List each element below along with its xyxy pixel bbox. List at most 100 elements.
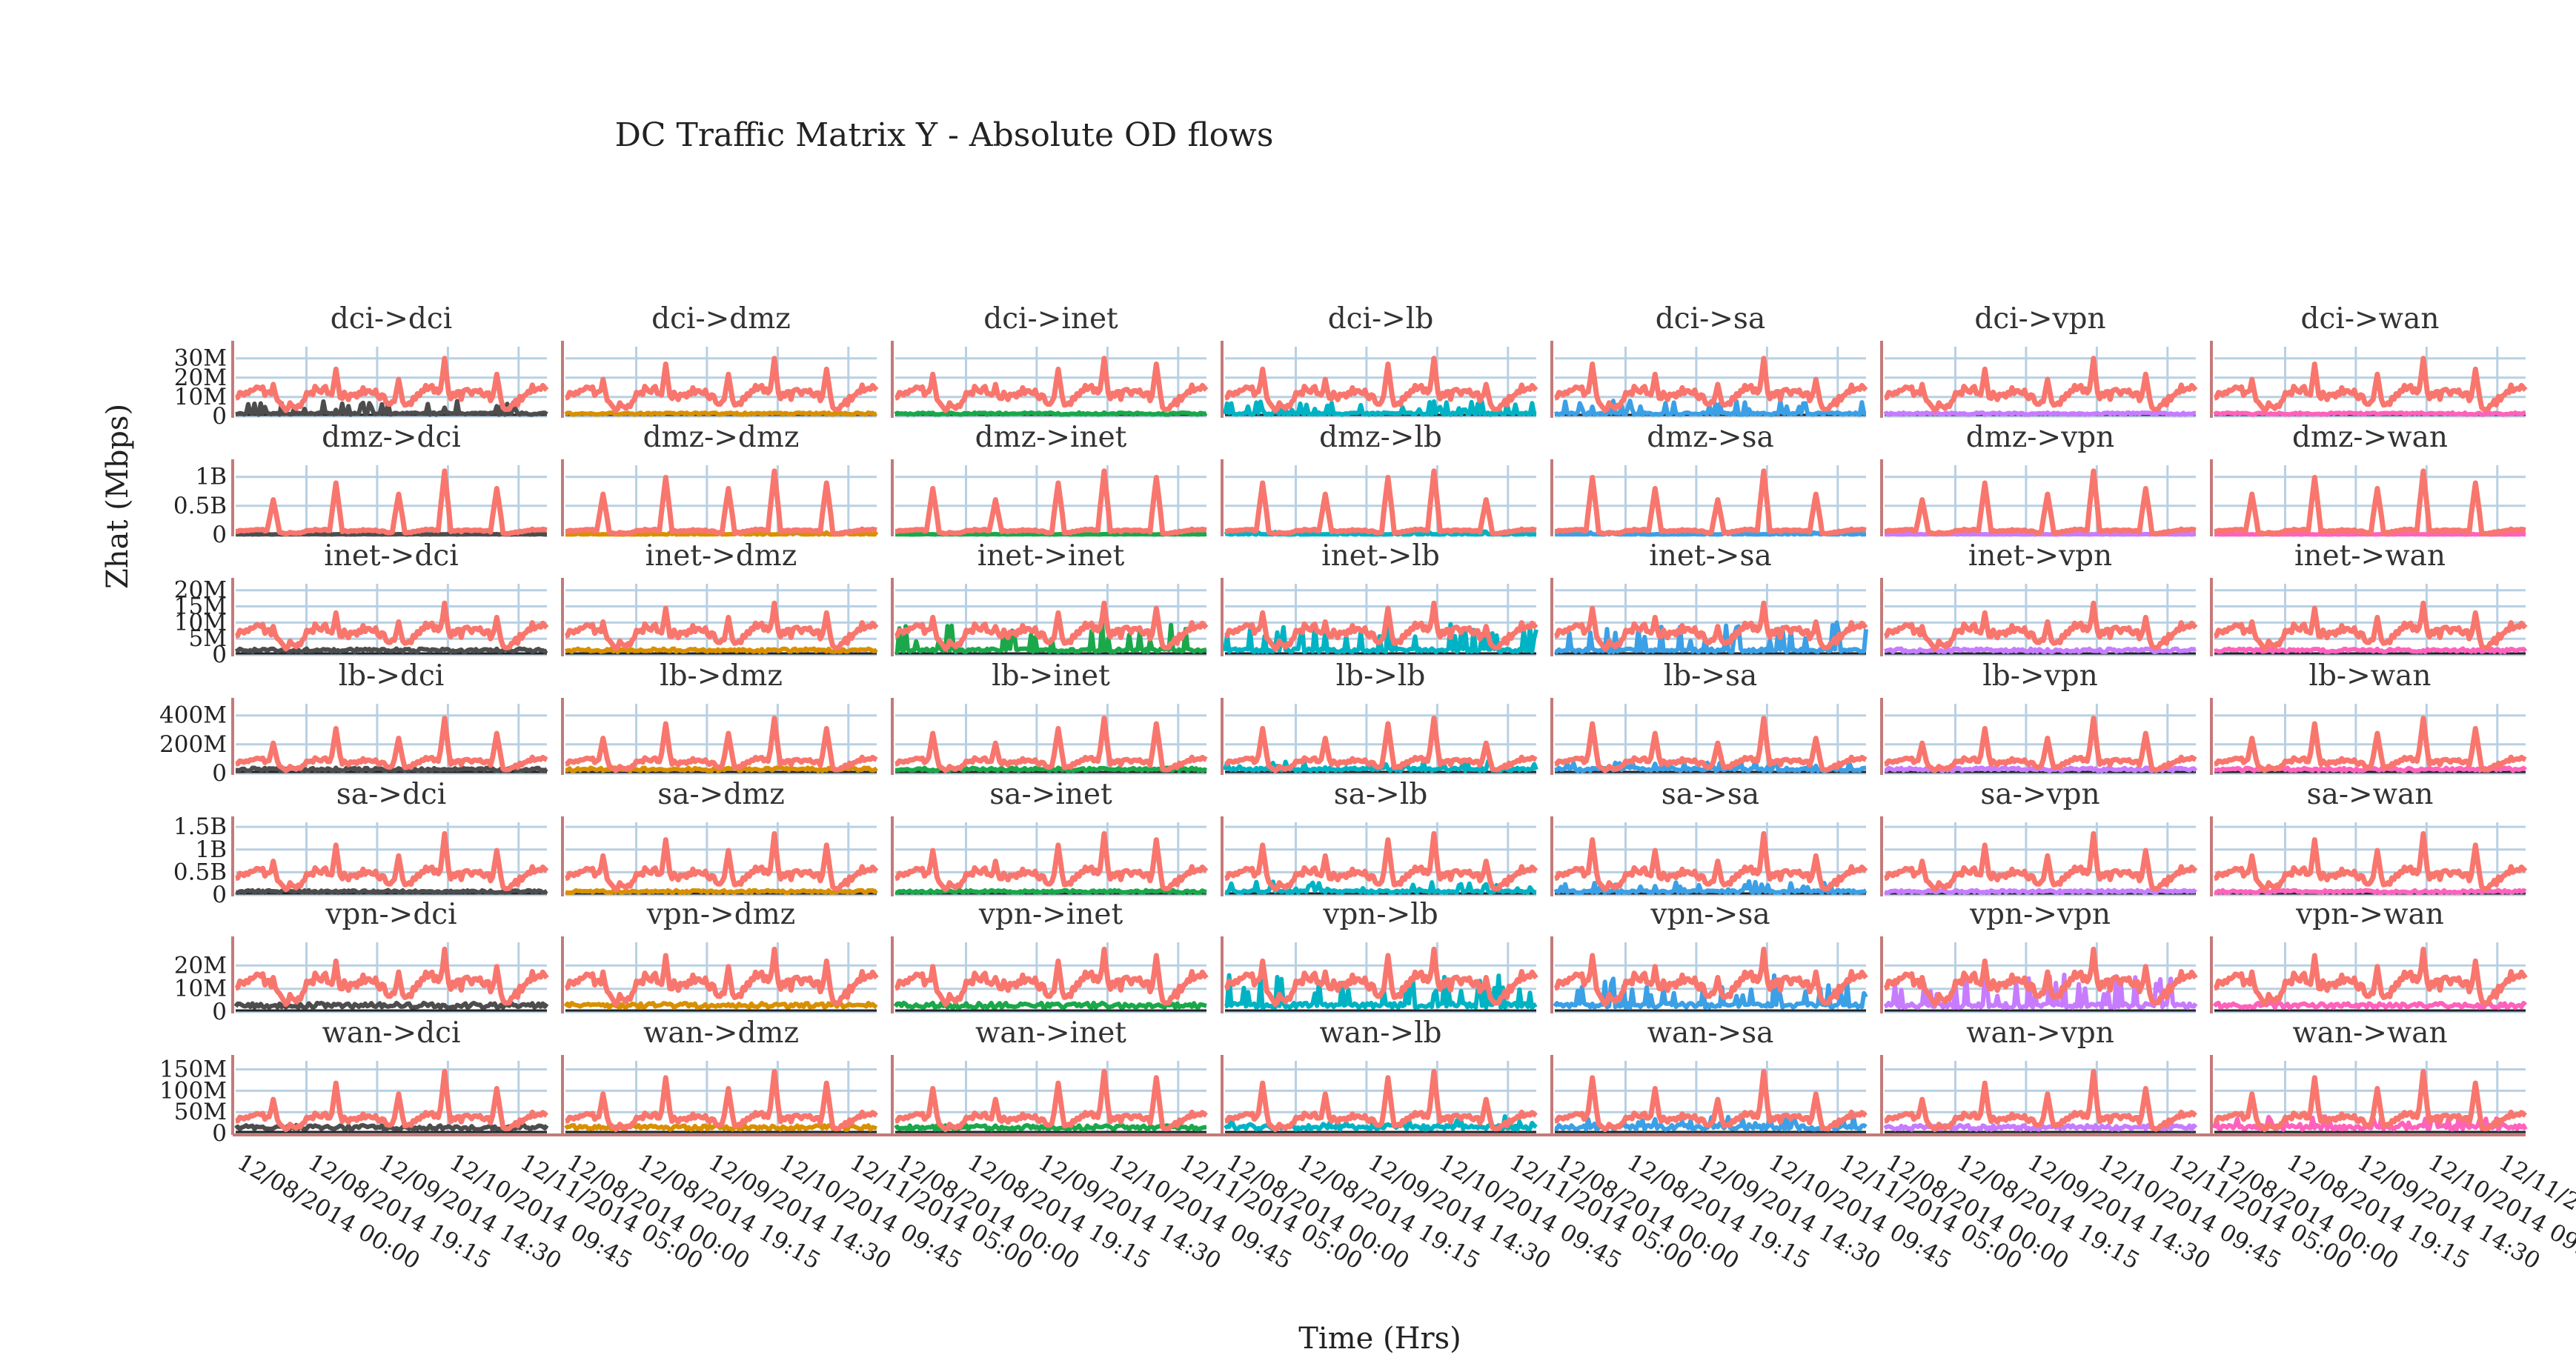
x-axis-title: Time (Hrs) bbox=[1298, 1322, 1461, 1356]
component-series-line bbox=[235, 646, 548, 655]
panel: vpn->dci bbox=[231, 898, 549, 1013]
component-series-line bbox=[893, 1000, 1207, 1010]
total-series-line bbox=[1554, 468, 1867, 536]
panel-title: lb->dmz bbox=[660, 659, 783, 693]
component-series-line bbox=[1554, 399, 1867, 417]
panel-title: sa->vpn bbox=[1980, 778, 2099, 811]
panel: dmz->dmz bbox=[561, 421, 879, 537]
panel: sa->wan bbox=[2210, 778, 2528, 896]
panel: vpn->wan bbox=[2210, 898, 2528, 1013]
panel-title: sa->dmz bbox=[657, 778, 785, 811]
panel: inet->wan bbox=[2210, 539, 2528, 656]
total-series-line bbox=[2214, 716, 2527, 773]
panel-title: vpn->dmz bbox=[646, 898, 795, 931]
total-series-line bbox=[1884, 356, 2198, 413]
component-series-line bbox=[1884, 646, 2197, 655]
y-tick-label: 0 bbox=[212, 760, 227, 787]
component-series-line bbox=[235, 888, 548, 895]
total-series-line bbox=[1224, 468, 1537, 536]
panel-title: vpn->vpn bbox=[1969, 898, 2111, 931]
total-series-line bbox=[1554, 830, 1868, 893]
total-series-line bbox=[1224, 1068, 1538, 1133]
panel-title: dmz->inet bbox=[975, 421, 1127, 454]
total-series-line bbox=[1224, 830, 1538, 893]
panel: lb->inet bbox=[891, 659, 1208, 775]
panel-title: inet->wan bbox=[2294, 539, 2446, 573]
total-series-line bbox=[2214, 468, 2526, 536]
panel: inet->dci bbox=[231, 539, 549, 656]
panel-title: vpn->wan bbox=[2295, 898, 2444, 931]
panel-title: vpn->inet bbox=[978, 898, 1123, 931]
total-series-line bbox=[564, 946, 879, 1008]
panel: dci->inet bbox=[891, 302, 1209, 418]
y-tick-label: 100M bbox=[159, 1077, 227, 1104]
panel: dmz->wan bbox=[2210, 421, 2526, 537]
y-tick-label: 50M bbox=[174, 1099, 227, 1125]
panel: sa->dmz bbox=[561, 778, 879, 896]
y-tick-label: 0 bbox=[212, 1120, 227, 1147]
component-series-line bbox=[2213, 410, 2526, 417]
panel: dci->lb bbox=[1221, 302, 1538, 418]
panel-title: sa->lb bbox=[1334, 778, 1428, 811]
y-tick-label: 15M bbox=[174, 593, 227, 620]
component-series-line bbox=[894, 621, 1207, 655]
y-tick-label: 20M bbox=[174, 952, 227, 979]
panel-title: wan->vpn bbox=[1966, 1016, 2114, 1050]
y-tick-label: 10M bbox=[174, 384, 227, 410]
total-series-line bbox=[235, 830, 549, 893]
total-series-line bbox=[1884, 1068, 2197, 1133]
panel-title: sa->wan bbox=[2307, 778, 2434, 811]
y-tick-label: 10M bbox=[174, 609, 227, 636]
component-series-line bbox=[563, 1001, 878, 1010]
total-series-line bbox=[1883, 946, 2198, 1008]
panel-title: dci->dci bbox=[331, 302, 452, 336]
component-series-line bbox=[565, 646, 878, 655]
y-tick-label: 1B bbox=[195, 464, 227, 490]
panel: wan->vpn bbox=[1880, 1016, 2198, 1135]
total-series-line bbox=[235, 600, 549, 652]
total-series-line bbox=[894, 946, 1209, 1008]
panel-title: wan->wan bbox=[2292, 1016, 2447, 1050]
component-series-line bbox=[894, 888, 1207, 896]
total-series-line bbox=[235, 468, 548, 536]
total-series-line bbox=[894, 830, 1209, 893]
panel: lb->wan bbox=[2210, 659, 2527, 775]
y-tick-label: 0.5B bbox=[173, 493, 227, 519]
y-tick-label: 10M bbox=[174, 976, 227, 1002]
total-series-line bbox=[2214, 1068, 2527, 1133]
component-series-line bbox=[1224, 973, 1538, 1010]
panel: wan->dmz bbox=[561, 1016, 878, 1135]
total-series-line bbox=[1224, 946, 1538, 1008]
panel-title: inet->dmz bbox=[645, 539, 797, 573]
total-series-line bbox=[2213, 946, 2528, 1008]
total-series-line bbox=[894, 1068, 1208, 1133]
y-tick-label: 1.5B bbox=[173, 813, 227, 840]
total-series-line bbox=[1884, 600, 2198, 652]
panel: wan->sa bbox=[1550, 1016, 1868, 1135]
panel: inet->lb bbox=[1221, 539, 1538, 656]
panel: vpn->sa bbox=[1550, 898, 1868, 1013]
component-series-line bbox=[235, 399, 548, 417]
component-series-line bbox=[1883, 410, 2197, 417]
panel: dmz->inet bbox=[891, 421, 1207, 537]
total-series-line bbox=[234, 946, 549, 1008]
component-series-line bbox=[2212, 1000, 2528, 1010]
panel: dci->dci bbox=[231, 302, 549, 418]
total-series-line bbox=[565, 600, 879, 652]
panel: inet->dmz bbox=[561, 539, 879, 656]
panel-title: wan->lb bbox=[1319, 1016, 1441, 1050]
total-series-line bbox=[894, 716, 1208, 773]
panel: lb->dmz bbox=[561, 659, 878, 775]
panel-title: dci->vpn bbox=[1974, 302, 2105, 336]
panel-title: dci->lb bbox=[1328, 302, 1434, 336]
panel-title: dci->inet bbox=[983, 302, 1118, 336]
y-axis-title: Zhat (Mbps) bbox=[101, 404, 135, 589]
panel: inet->sa bbox=[1550, 539, 1868, 656]
total-series-line bbox=[1554, 716, 1868, 773]
panel-title: dmz->lb bbox=[1319, 421, 1442, 454]
panel-title: lb->inet bbox=[992, 659, 1110, 693]
total-series-line bbox=[2214, 600, 2528, 652]
y-tick-label: 0 bbox=[212, 642, 227, 668]
total-series-line bbox=[1224, 600, 1538, 652]
